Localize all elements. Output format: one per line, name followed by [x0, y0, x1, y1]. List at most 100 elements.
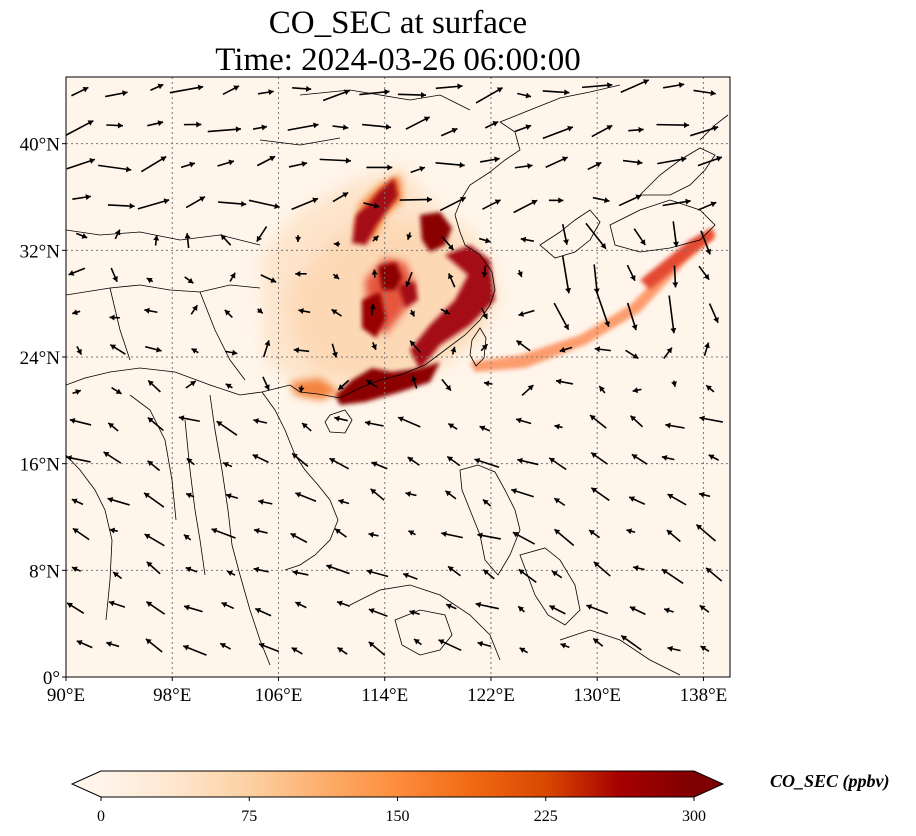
lat-tick-label: 32°N [20, 241, 61, 262]
wind-arrow [369, 303, 376, 316]
wind-arrow [594, 346, 611, 353]
wind-arrow [512, 531, 536, 545]
map-frame [65, 76, 731, 678]
coastline-segment [609, 199, 716, 253]
plot-title-line1: CO_SEC at surface [268, 5, 528, 41]
wind-arrow [191, 347, 199, 354]
wind-arrow [693, 89, 716, 96]
wind-arrow [291, 646, 303, 655]
coastline-segment [209, 394, 271, 666]
wind-arrow [75, 232, 88, 239]
wind-arrow [107, 203, 135, 210]
wind-arrow [671, 380, 677, 387]
coastline-segment [66, 121, 521, 399]
wind-arrow [258, 499, 273, 505]
wind-arrow [595, 291, 610, 328]
wind-arrow [105, 90, 128, 98]
coastline-segment [639, 147, 716, 196]
wind-arrow [672, 265, 679, 288]
wind-arrow [103, 451, 122, 464]
wind-arrow [663, 607, 674, 614]
wind-arrow [593, 264, 600, 294]
wind-arrow [109, 314, 120, 321]
wind-arrow [703, 342, 710, 356]
wind-arrow [587, 161, 602, 171]
wind-arrow [371, 341, 377, 351]
wind-arrow [107, 496, 130, 506]
wind-arrow [76, 345, 83, 356]
lat-tick-label: 24°N [20, 348, 61, 369]
wind-arrow [444, 490, 457, 500]
wind-arrow [441, 378, 452, 392]
wind-arrow [545, 156, 569, 168]
wind-arrow [663, 347, 673, 359]
wind-arrow [440, 127, 458, 137]
coastline-segment [66, 229, 261, 246]
wind-arrow [364, 420, 384, 427]
wind-arrow [211, 527, 236, 539]
wind-arrow [331, 343, 338, 358]
wind-arrow [629, 606, 646, 616]
wind-arrow [292, 85, 312, 92]
wind-arrow [68, 267, 86, 276]
wind-arrow [542, 125, 574, 140]
wind-arrow [590, 451, 608, 465]
wind-arrow [332, 124, 349, 131]
wind-arrow [445, 603, 457, 610]
coastline-segment [559, 629, 681, 676]
wind-arrow [474, 457, 500, 468]
wind-arrow [553, 528, 575, 547]
wind-arrow [593, 561, 611, 577]
wind-arrow [697, 155, 723, 167]
wind-arrow [667, 493, 687, 506]
wind-arrow [365, 379, 378, 388]
wind-arrow [549, 605, 566, 615]
wind-arrow [180, 161, 196, 169]
wind-arrow [109, 343, 126, 355]
wind-arrow [405, 116, 431, 130]
colorbar: 0 75 150 225 300 CO_SEC (ppbv) [70, 770, 890, 825]
coastline-segment [459, 464, 521, 576]
wind-arrow [66, 455, 91, 463]
wind-arrow [513, 199, 538, 214]
wind-arrow [182, 644, 207, 656]
coastline-segment [324, 409, 353, 434]
wind-arrow [334, 415, 348, 422]
wind-arrow [590, 487, 610, 502]
wind-arrow [514, 163, 533, 170]
coastline-segment [349, 584, 501, 661]
coastline-segment [699, 114, 729, 141]
wind-arrow [481, 265, 488, 278]
wind-arrow [147, 460, 161, 472]
wind-arrow [224, 309, 233, 318]
wind-arrow [402, 572, 418, 580]
wind-arrow [705, 567, 723, 582]
wind-arrow [551, 570, 563, 579]
wind-arrow [291, 197, 319, 211]
wind-arrow [107, 422, 119, 432]
wind-arrow [368, 641, 386, 656]
wind-arrow [190, 304, 199, 315]
wind-arrow [480, 156, 500, 163]
colorbar-gradient [101, 771, 694, 797]
wind-arrow [72, 309, 81, 316]
wind-arrow [518, 568, 537, 583]
wind-arrow [108, 600, 126, 608]
wind-arrow [146, 561, 161, 575]
wind-arrow [183, 534, 192, 541]
wind-arrow [592, 637, 604, 647]
wind-arrow [441, 236, 455, 251]
wind-arrow [248, 199, 280, 209]
wind-arrow [110, 267, 118, 283]
wind-arrow [366, 569, 389, 578]
wind-arrow [298, 308, 311, 314]
wind-arrow [661, 454, 675, 461]
wind-arrow [689, 125, 719, 137]
wind-arrow [217, 159, 235, 167]
wind-arrow [336, 600, 351, 608]
wind-arrow [337, 379, 350, 391]
wind-arrow [322, 89, 351, 102]
wind-arrow [294, 601, 307, 609]
coastline-segment [199, 291, 246, 381]
lat-tick-label: 40°N [20, 135, 61, 156]
